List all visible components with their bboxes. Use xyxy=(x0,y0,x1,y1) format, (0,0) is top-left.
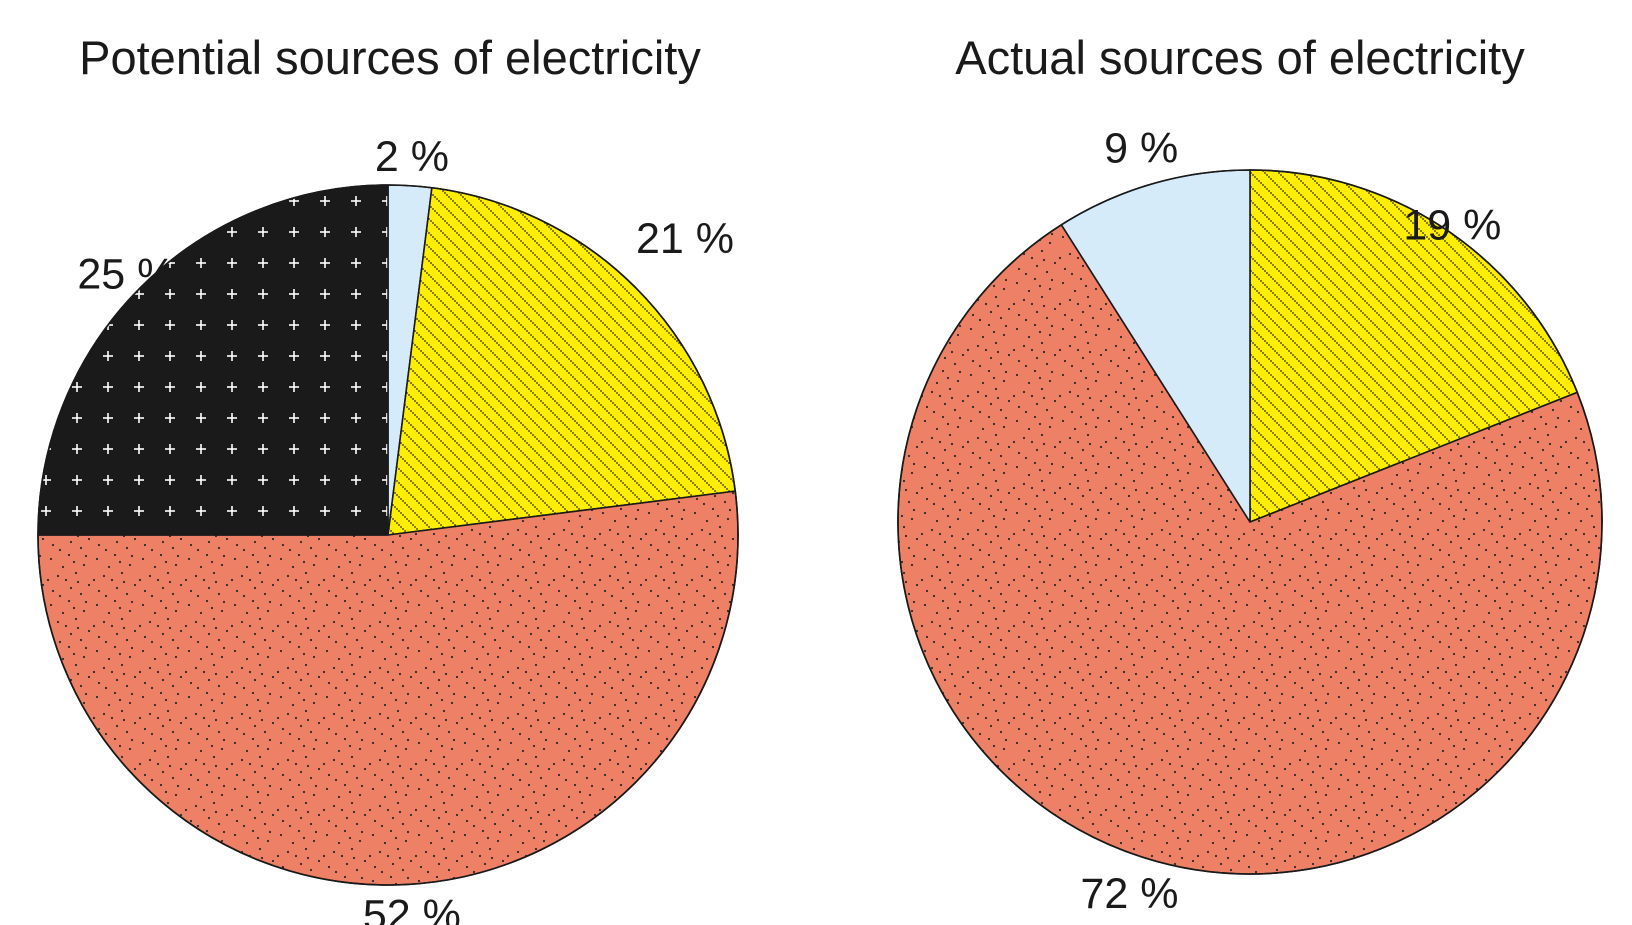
pie2-slice-1-label: 19 % xyxy=(1403,201,1501,249)
pie1-slice-4 xyxy=(37,184,389,536)
pie1-slice-2-label: 21 % xyxy=(636,215,734,263)
pie1-slice-4-label: 25 % xyxy=(77,250,175,298)
slices-layer xyxy=(37,169,1603,886)
chart-title-potential: Potential sources of electricity xyxy=(79,31,701,84)
pie2-outline xyxy=(897,169,1603,875)
chart-title-actual: Actual sources of electricity xyxy=(955,31,1525,84)
pie2-slice-2-label: 72 % xyxy=(1080,870,1178,918)
labels-layer: 2 % 21 % 52 % 25 % 19 % 72 % 9 % xyxy=(77,125,1501,925)
pie1-slice-1-label: 2 % xyxy=(375,133,449,181)
pie2-slice-3-label: 9 % xyxy=(1104,125,1178,173)
pie1-outline xyxy=(37,184,739,886)
pie1-slice-3 xyxy=(37,490,739,886)
pie1-slice-3-label: 52 % xyxy=(363,891,461,925)
